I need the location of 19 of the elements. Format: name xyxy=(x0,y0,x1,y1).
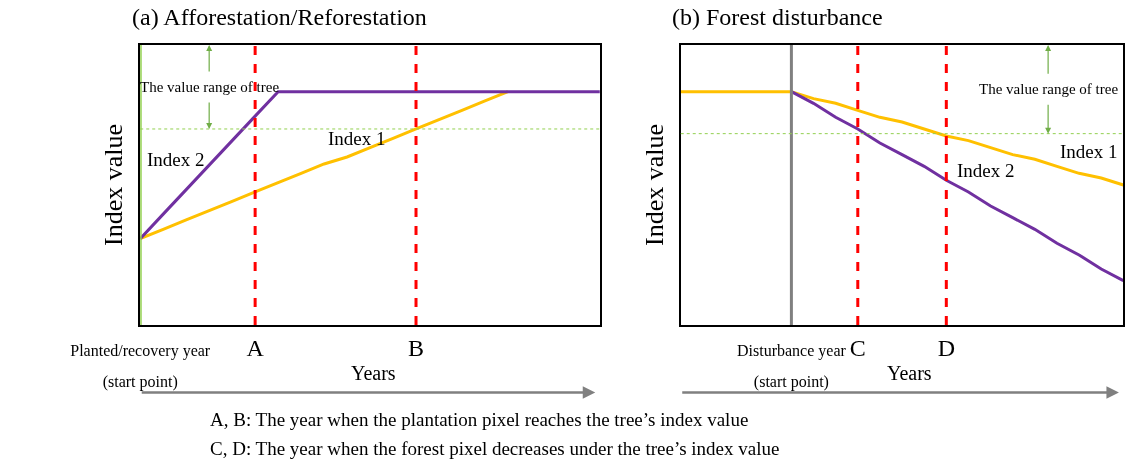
x-axis-title: Years xyxy=(887,362,932,384)
x-tick-label: A xyxy=(246,334,265,361)
y-axis-title: Index value xyxy=(99,123,129,246)
annotation: The value range of tree xyxy=(140,79,280,95)
series-label: Index 2 xyxy=(147,149,205,170)
x-tick-label: D xyxy=(937,334,955,361)
series-label: Index 2 xyxy=(957,160,1015,181)
annotation: The value range of tree xyxy=(979,81,1119,97)
x-tick-label: C xyxy=(849,334,866,361)
y-axis-title: Index value xyxy=(639,123,669,246)
x-axis-title: Years xyxy=(351,362,396,384)
series-label: Index 1 xyxy=(1060,141,1118,162)
text: A, B: The year when the plantation pixel reaches the tree’s index value xyxy=(210,409,749,430)
x-tick-label: B xyxy=(408,334,425,361)
chart-title: (a) Afforestation/Reforestation xyxy=(132,4,427,30)
text: C, D: The year when the forest pixel decreases under the tree’s index value xyxy=(210,438,780,459)
chart-title: (b) Forest disturbance xyxy=(672,4,883,30)
x-tick-label: Planted/recovery year (start point) xyxy=(70,341,211,391)
x-tick-label: Disturbance year (start point) xyxy=(736,341,847,391)
